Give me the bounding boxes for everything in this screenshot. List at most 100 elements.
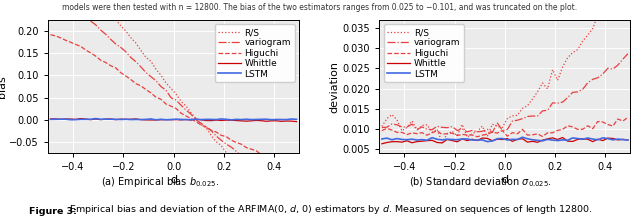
Text: Figure 3:: Figure 3: — [29, 207, 77, 216]
Whittle — [428, 139, 436, 142]
Higuchi — [398, 131, 406, 134]
Higuchi — [47, 33, 54, 36]
Higuchi — [564, 124, 572, 127]
Whittle — [107, 118, 115, 120]
LSTM — [107, 118, 115, 121]
Whittle — [594, 138, 602, 141]
variogram — [57, 0, 65, 2]
R/S — [237, 167, 245, 170]
R/S — [393, 119, 401, 121]
variogram — [403, 126, 411, 128]
variogram — [458, 127, 466, 130]
LSTM — [182, 118, 190, 121]
variogram — [167, 96, 175, 99]
Whittle — [67, 118, 74, 120]
R/S — [524, 104, 531, 107]
LSTM — [222, 118, 230, 121]
R/S — [192, 117, 200, 120]
LSTM — [579, 138, 586, 141]
Higuchi — [253, 150, 260, 152]
variogram — [292, 194, 300, 196]
variogram — [539, 109, 547, 112]
R/S — [444, 133, 451, 135]
Higuchi — [202, 126, 210, 128]
Higuchi — [513, 133, 521, 135]
R/S — [268, 197, 275, 199]
Whittle — [283, 120, 291, 122]
LSTM — [273, 118, 280, 121]
LSTM — [539, 139, 547, 142]
variogram — [278, 183, 285, 186]
variogram — [548, 101, 556, 104]
variogram — [483, 128, 491, 131]
R/S — [232, 163, 240, 165]
LSTM — [463, 138, 471, 140]
Higuchi — [132, 82, 140, 85]
Higuchi — [483, 133, 491, 136]
Higuchi — [438, 133, 446, 136]
Higuchi — [102, 61, 109, 64]
Line: variogram: variogram — [382, 54, 628, 132]
Higuchi — [172, 107, 180, 110]
Whittle — [77, 117, 84, 120]
variogram — [212, 135, 220, 137]
LSTM — [77, 118, 84, 121]
Whittle — [433, 141, 441, 144]
Whittle — [599, 139, 607, 142]
Higuchi — [529, 133, 536, 136]
Whittle — [52, 118, 60, 120]
variogram — [92, 24, 100, 26]
LSTM — [388, 138, 396, 141]
R/S — [513, 114, 521, 117]
Higuchi — [554, 129, 561, 132]
Higuchi — [453, 134, 461, 137]
Whittle — [524, 141, 531, 143]
variogram — [253, 165, 260, 167]
Whittle — [518, 137, 526, 140]
Higuchi — [544, 131, 552, 134]
Whittle — [117, 118, 125, 121]
R/S — [227, 155, 235, 158]
R/S — [609, 6, 617, 9]
Whittle — [292, 120, 300, 123]
R/S — [483, 135, 491, 138]
variogram — [594, 77, 602, 79]
R/S — [383, 117, 391, 120]
LSTM — [529, 138, 536, 141]
Whittle — [127, 118, 134, 121]
Higuchi — [624, 116, 632, 119]
Higuchi — [468, 134, 476, 136]
LSTM — [207, 118, 215, 121]
Whittle — [383, 141, 391, 144]
R/S — [544, 87, 552, 90]
Higuchi — [463, 134, 471, 136]
R/S — [218, 144, 225, 147]
Higuchi — [509, 131, 516, 134]
LSTM — [393, 137, 401, 140]
variogram — [488, 131, 496, 134]
Whittle — [479, 137, 486, 139]
R/S — [102, 5, 109, 8]
variogram — [107, 38, 115, 41]
Higuchi — [278, 162, 285, 165]
R/S — [624, 6, 632, 9]
Line: Whittle: Whittle — [51, 119, 296, 122]
variogram — [102, 33, 109, 36]
Whittle — [403, 139, 411, 142]
LSTM — [453, 138, 461, 141]
Higuchi — [428, 131, 436, 134]
Whittle — [574, 138, 582, 141]
LSTM — [569, 137, 577, 139]
R/S — [262, 191, 270, 194]
R/S — [172, 93, 180, 95]
Whittle — [453, 141, 461, 143]
Whittle — [253, 119, 260, 122]
LSTM — [584, 137, 591, 139]
Higuchi — [524, 134, 531, 137]
Whittle — [142, 119, 150, 121]
LSTM — [167, 118, 175, 121]
Whittle — [584, 138, 591, 141]
variogram — [524, 115, 531, 118]
R/S — [408, 120, 416, 122]
R/S — [418, 124, 426, 127]
